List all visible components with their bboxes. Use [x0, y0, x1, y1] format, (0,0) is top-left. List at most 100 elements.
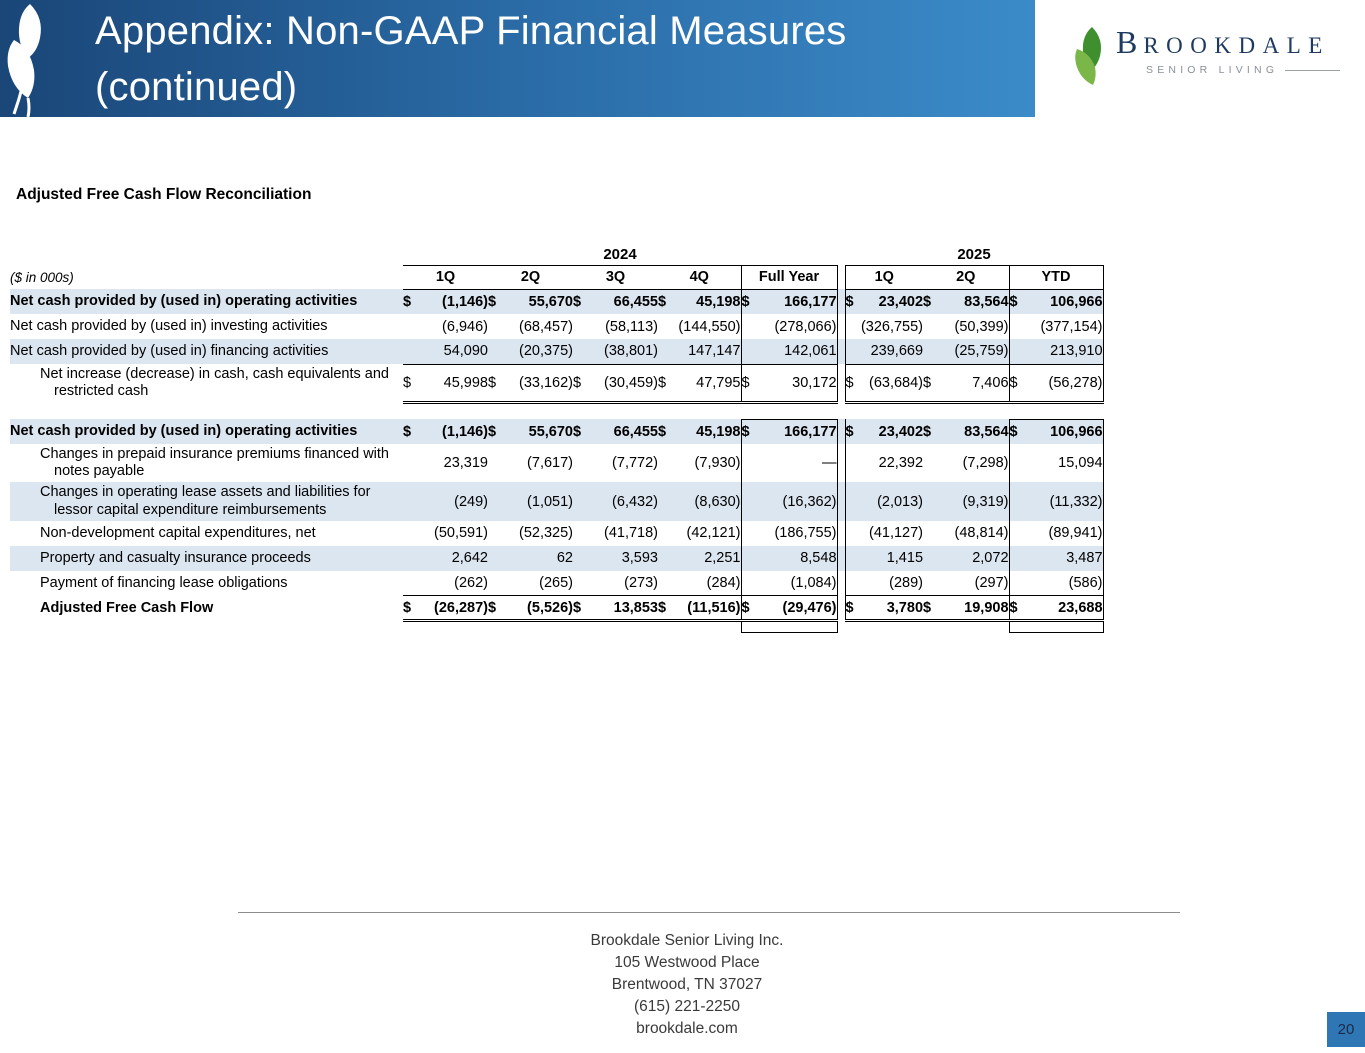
currency-symbol: $ — [573, 374, 582, 391]
value-cell: $ (5,526) — [488, 595, 573, 623]
footer-divider — [238, 912, 1180, 913]
gap-cell — [837, 314, 845, 339]
footer-line-city: Brentwood, TN 37027 — [611, 976, 763, 993]
wordmark-rest: ROOKDALE — [1143, 33, 1330, 58]
slide-title-line1: Appendix: Non-GAAP Financial Measures — [95, 9, 847, 53]
value-cell: $19,908 — [923, 595, 1010, 623]
cell — [923, 621, 1009, 633]
amount: (42,121) — [686, 525, 741, 542]
amount: (1,146) — [442, 423, 488, 440]
amount: 3,593 — [621, 550, 658, 567]
currency-symbol: $ — [1009, 374, 1018, 391]
currency-symbol: $ — [741, 374, 750, 391]
amount: 83,564 — [964, 423, 1009, 440]
amount: (297) — [974, 574, 1009, 591]
amount: (11,332) — [1049, 493, 1103, 510]
value-cell: (7,930) — [658, 444, 741, 482]
value-cell: (42,121) — [658, 521, 741, 546]
amount: 23,402 — [878, 293, 924, 310]
currency-symbol: $ — [658, 599, 667, 616]
value-cell: (68,457) — [488, 314, 573, 339]
amount: 66,455 — [613, 423, 658, 440]
amount: 54,090 — [443, 343, 488, 360]
value-cell: $3,780 — [844, 595, 924, 623]
row-label: Net increase (decrease) in cash, cash eq… — [40, 366, 389, 400]
amount: — — [822, 455, 837, 472]
gap-cell — [837, 521, 845, 546]
amount: 8,548 — [800, 550, 837, 567]
value-cell: (50,591) — [403, 521, 488, 546]
currency-symbol: $ — [741, 599, 750, 616]
value-cell: 147,147 — [658, 339, 741, 364]
cell — [488, 621, 573, 633]
value-cell: (297) — [923, 571, 1009, 596]
currency-symbol: $ — [488, 423, 497, 440]
value-cell: $ (56,278) — [1008, 363, 1104, 404]
value-cell: (20,375) — [488, 339, 573, 364]
currency-symbol: $ — [741, 423, 750, 440]
value-cell: 2,642 — [403, 545, 488, 571]
amount: 15,094 — [1058, 455, 1103, 472]
amount: 7,406 — [972, 374, 1009, 391]
currency-symbol: $ — [658, 423, 667, 440]
amount: (6,432) — [612, 493, 658, 510]
amount: 147,147 — [688, 343, 741, 360]
cell — [1009, 402, 1104, 420]
value-cell: 54,090 — [403, 339, 488, 364]
spacer-row — [10, 402, 1104, 420]
amount: (1,084) — [790, 574, 837, 591]
cell — [403, 621, 488, 633]
amount: (50,399) — [954, 318, 1009, 335]
value-cell: (58,113) — [573, 314, 658, 339]
currency-symbol: $ — [845, 374, 854, 391]
row-label: Changes in prepaid insurance premiums fi… — [40, 446, 389, 480]
value-cell: $83,564 — [923, 419, 1010, 445]
amount: (186,755) — [774, 525, 837, 542]
amount: 45,198 — [696, 423, 741, 440]
cell — [403, 402, 488, 419]
amount: 166,177 — [784, 293, 837, 310]
value-cell: 1,415 — [844, 545, 924, 571]
column-header: 1Q — [844, 265, 924, 290]
value-cell: (186,755) — [740, 520, 838, 546]
amount: (2,013) — [877, 493, 924, 510]
value-cell: (284) — [658, 571, 741, 596]
footer-address: Brookdale Senior Living Inc. 105 Westwoo… — [287, 930, 1087, 1040]
value-cell: 2,072 — [923, 545, 1010, 571]
currency-symbol: $ — [658, 293, 667, 310]
brookdale-leaf-icon — [1075, 27, 1101, 85]
amount: (7,298) — [962, 455, 1009, 472]
amount: (33,162) — [518, 374, 573, 391]
row-label: Net cash provided by (used in) operating… — [10, 419, 403, 445]
table-row: Net increase (decrease) in cash, cash eq… — [10, 363, 1104, 404]
cell — [573, 402, 658, 419]
gap-cell — [837, 545, 846, 571]
value-cell: (41,718) — [573, 521, 658, 546]
amount: 83,564 — [964, 293, 1009, 310]
cell — [658, 621, 741, 633]
amount: 22,392 — [878, 455, 924, 472]
amount: 106,966 — [1050, 423, 1103, 440]
tagline-text: SENIOR LIVING — [1146, 64, 1279, 76]
column-header: 2Q — [923, 265, 1010, 290]
gap-cell — [837, 482, 846, 521]
value-cell: $23,402 — [844, 419, 924, 445]
amount: (11,516) — [687, 599, 741, 616]
value-cell: $47,795 — [658, 363, 741, 404]
value-cell: $ (33,162) — [488, 363, 573, 404]
amount: (20,375) — [518, 343, 573, 360]
table-row: Payment of financing lease obligations (2… — [10, 570, 1104, 596]
column-header: 3Q — [573, 265, 658, 290]
value-cell: $ (11,516) — [658, 595, 741, 623]
column-header-row: ($ in 000s) 1Q 2Q 3Q 4Q Full Year 1Q 2Q YTD — [10, 265, 1104, 290]
value-cell: $23,688 — [1008, 595, 1104, 623]
currency-symbol: $ — [923, 423, 932, 440]
value-cell: (377,154) — [1008, 314, 1104, 339]
amount: (5,526) — [527, 599, 573, 616]
amount: (50,591) — [433, 525, 488, 542]
value-cell: $45,198 — [658, 289, 741, 314]
amount: (6,946) — [442, 318, 488, 335]
currency-symbol: $ — [1009, 423, 1018, 440]
value-cell: (326,755) — [844, 314, 924, 339]
amount: (56,278) — [1048, 374, 1103, 391]
